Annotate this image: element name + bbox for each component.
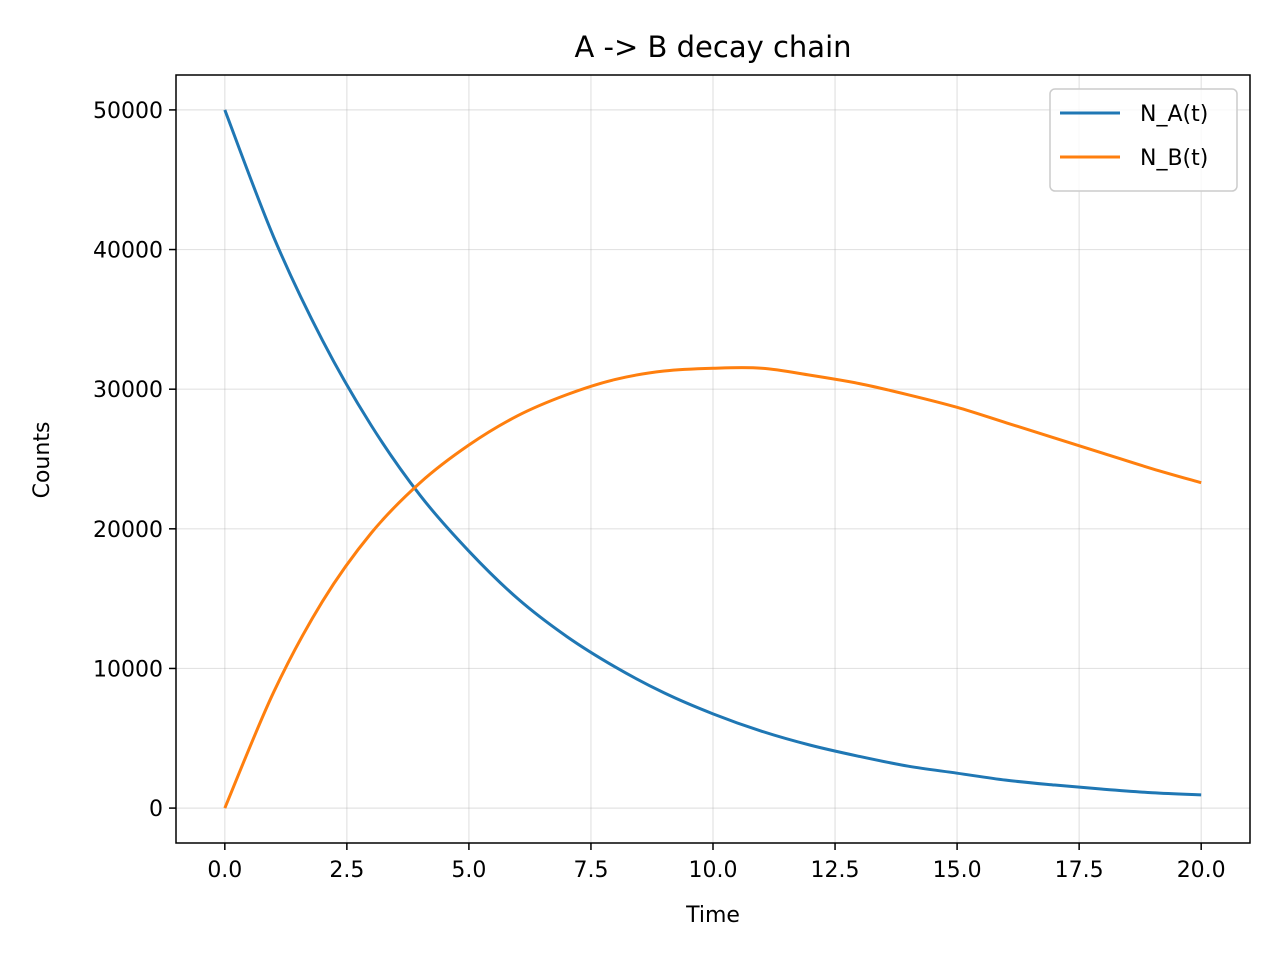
x-axis-ticks: 0.0 2.5 5.0 7.5 10.0 12.5 15.0 17.5 20.0 xyxy=(207,843,1226,883)
y-tick-label: 0 xyxy=(149,797,163,822)
legend-label: N_B(t) xyxy=(1140,146,1208,171)
legend: N_A(t) N_B(t) xyxy=(1049,88,1238,192)
series-line-n-a xyxy=(223,109,1202,797)
x-tick-label: 2.5 xyxy=(329,858,364,883)
y-tick-label: 30000 xyxy=(93,378,163,403)
x-tick-label: 17.5 xyxy=(1055,858,1104,883)
x-axis-label: Time xyxy=(685,903,740,928)
y-tick-label: 50000 xyxy=(93,99,163,124)
y-axis-label: Counts xyxy=(30,422,55,499)
y-tick-label: 10000 xyxy=(93,657,163,682)
x-tick-label: 10.0 xyxy=(689,858,738,883)
chart-title: A -> B decay chain xyxy=(574,30,851,64)
series-lines xyxy=(223,109,1202,809)
y-tick-label: 40000 xyxy=(93,239,163,264)
x-tick-label: 15.0 xyxy=(933,858,982,883)
x-tick-label: 12.5 xyxy=(811,858,860,883)
x-tick-label: 7.5 xyxy=(573,858,608,883)
grid xyxy=(176,75,1250,843)
y-axis-ticks: 0 10000 20000 30000 40000 50000 xyxy=(93,99,176,822)
series-line-n-b xyxy=(223,366,1202,809)
x-tick-label: 0.0 xyxy=(207,858,242,883)
x-tick-label: 20.0 xyxy=(1177,858,1226,883)
legend-label: N_A(t) xyxy=(1140,102,1208,127)
y-tick-label: 20000 xyxy=(93,518,163,543)
x-tick-label: 5.0 xyxy=(451,858,486,883)
